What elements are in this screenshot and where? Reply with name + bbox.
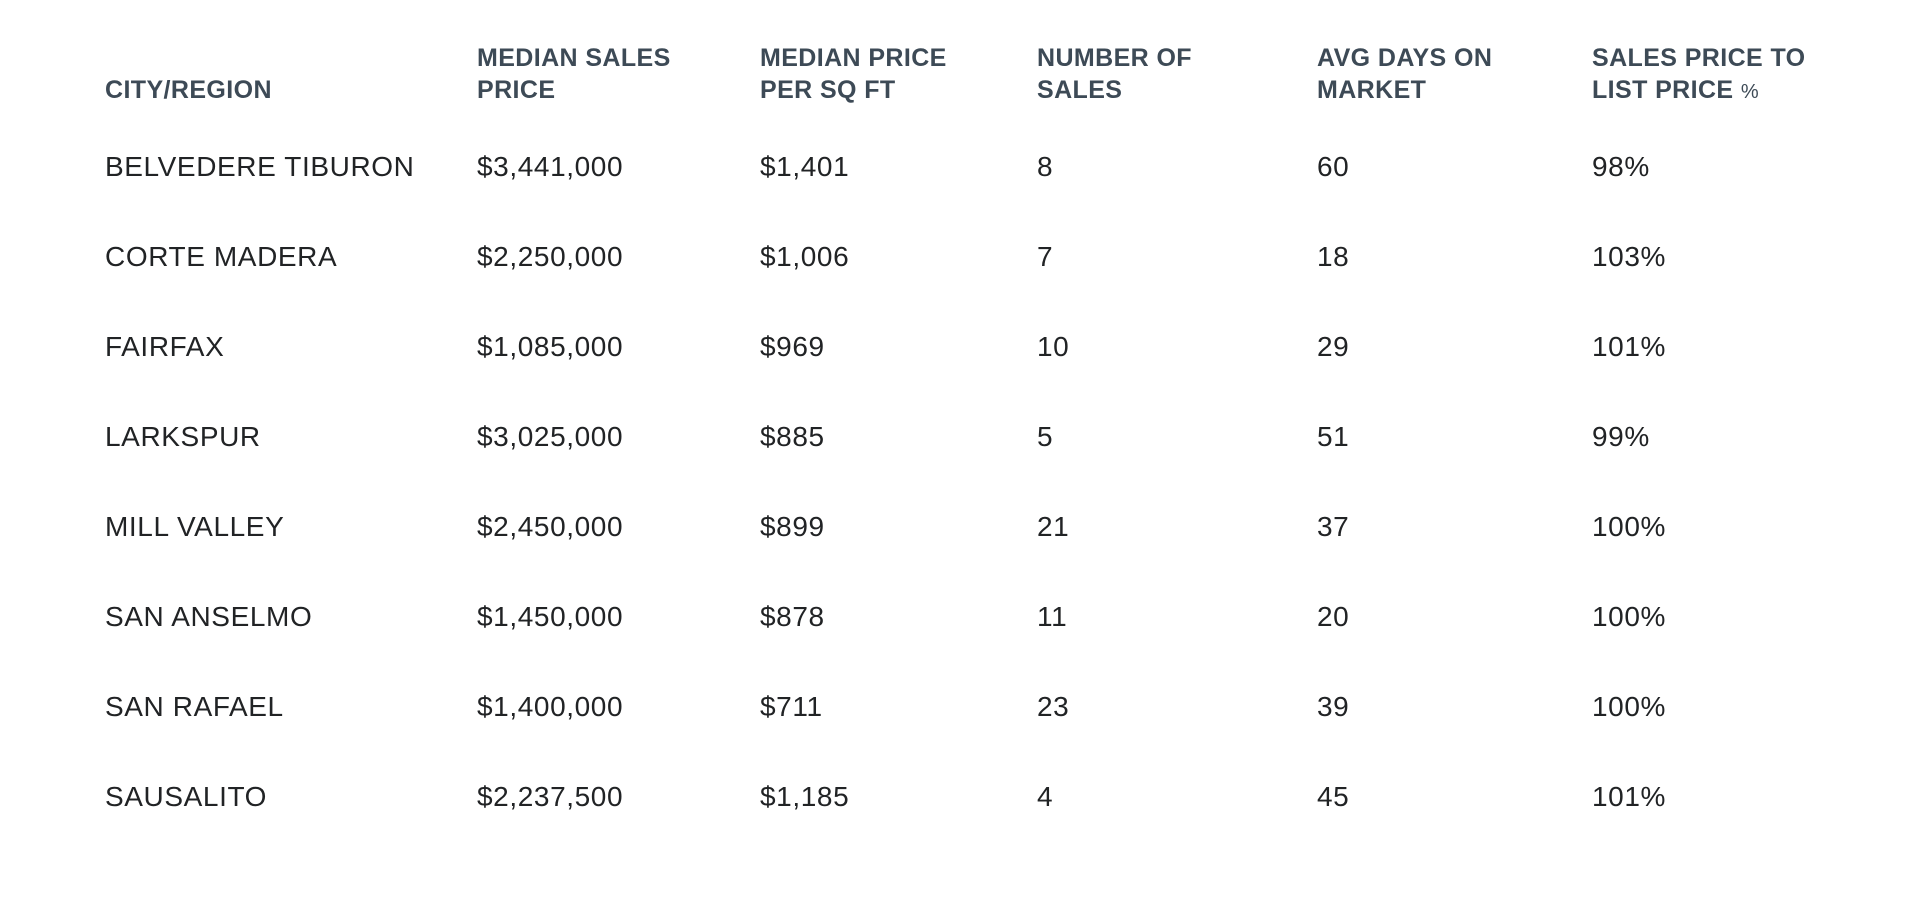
avg-days-on-market-cell: 18 — [1317, 241, 1350, 272]
column-header-median-price-per-sq-ft: MEDIAN PRICE PER SQ FT — [760, 42, 1037, 122]
median-price-per-sq-ft-cell: $711 — [760, 691, 823, 722]
median-sales-price-cell: $3,025,000 — [477, 421, 624, 452]
city-region-cell: MILL VALLEY — [105, 511, 285, 542]
sales-price-to-list-price-cell: 101% — [1592, 331, 1667, 362]
number-of-sales-cell: 23 — [1037, 691, 1070, 722]
city-region-cell: SAN RAFAEL — [105, 691, 284, 722]
median-sales-price-cell: $1,450,000 — [477, 601, 624, 632]
avg-days-on-market-cell: 39 — [1317, 691, 1350, 722]
sales-price-to-list-price-cell: 98% — [1592, 151, 1650, 182]
city-region-cell: CORTE MADERA — [105, 241, 338, 272]
median-sales-price-cell: $3,441,000 — [477, 151, 624, 182]
median-price-per-sq-ft-cell: $899 — [760, 511, 825, 542]
city-region-cell: SAN ANSELMO — [105, 601, 313, 632]
city-region-cell: SAUSALITO — [105, 781, 268, 812]
number-of-sales-cell: 11 — [1037, 601, 1068, 632]
column-header-label: MEDIAN PRICE PER SQ FT — [760, 44, 947, 104]
column-header-median-sales-price: MEDIAN SALES PRICE — [477, 42, 760, 122]
table-row: BELVEDERE TIBURON $3,441,000 $1,401 8 60 98% — [105, 122, 1830, 212]
median-sales-price-cell: $2,237,500 — [477, 781, 624, 812]
sales-price-to-list-price-cell: 99% — [1592, 421, 1650, 452]
table-row: CORTE MADERA $2,250,000 $1,006 7 18 103% — [105, 212, 1830, 302]
median-price-per-sq-ft-cell: $1,185 — [760, 781, 850, 812]
number-of-sales-cell: 4 — [1037, 781, 1054, 812]
number-of-sales-cell: 5 — [1037, 421, 1054, 452]
column-header-text: SALES PRICE TO LIST PRICE — [1592, 44, 1806, 104]
avg-days-on-market-cell: 29 — [1317, 331, 1350, 362]
avg-days-on-market-cell: 51 — [1317, 421, 1350, 452]
column-header-sales-price-to-list-price: SALES PRICE TO LIST PRICE % — [1592, 42, 1830, 122]
column-header-label: NUMBER OF SALES — [1037, 44, 1192, 104]
avg-days-on-market-cell: 37 — [1317, 511, 1350, 542]
avg-days-on-market-cell: 60 — [1317, 151, 1350, 182]
city-region-cell: LARKSPUR — [105, 421, 261, 452]
column-header-label: MEDIAN SALES PRICE — [477, 44, 671, 104]
table-row: LARKSPUR $3,025,000 $885 5 51 99% — [105, 392, 1830, 482]
column-header-number-of-sales: NUMBER OF SALES — [1037, 42, 1317, 122]
number-of-sales-cell: 7 — [1037, 241, 1054, 272]
sales-price-to-list-price-cell: 100% — [1592, 601, 1667, 632]
sales-price-to-list-price-cell: 100% — [1592, 511, 1667, 542]
median-sales-price-cell: $2,450,000 — [477, 511, 624, 542]
table-row: SAN RAFAEL $1,400,000 $711 23 39 100% — [105, 662, 1830, 752]
table-row: SAUSALITO $2,237,500 $1,185 4 45 101% — [105, 752, 1830, 842]
city-region-cell: BELVEDERE TIBURON — [105, 151, 415, 182]
number-of-sales-cell: 21 — [1037, 511, 1070, 542]
percent-suffix: % — [1740, 81, 1759, 103]
sales-price-to-list-price-cell: 101% — [1592, 781, 1667, 812]
number-of-sales-cell: 8 — [1037, 151, 1054, 182]
market-stats-table: CITY/REGION MEDIAN SALES PRICE MEDIAN PR… — [105, 42, 1830, 842]
table-row: FAIRFAX $1,085,000 $969 10 29 101% — [105, 302, 1830, 392]
table-header-row: CITY/REGION MEDIAN SALES PRICE MEDIAN PR… — [105, 42, 1830, 122]
median-sales-price-cell: $2,250,000 — [477, 241, 624, 272]
table-row: MILL VALLEY $2,450,000 $899 21 37 100% — [105, 482, 1830, 572]
median-sales-price-cell: $1,085,000 — [477, 331, 624, 362]
column-header-avg-days-on-market: AVG DAYS ON MARKET — [1317, 42, 1592, 122]
number-of-sales-cell: 10 — [1037, 331, 1070, 362]
column-header-label: AVG DAYS ON MARKET — [1317, 42, 1507, 106]
sales-price-to-list-price-cell: 100% — [1592, 691, 1667, 722]
median-price-per-sq-ft-cell: $1,006 — [760, 241, 850, 272]
column-header-city-region: CITY/REGION — [105, 42, 477, 122]
median-price-per-sq-ft-cell: $1,401 — [760, 151, 850, 182]
median-price-per-sq-ft-cell: $878 — [760, 601, 825, 632]
city-region-cell: FAIRFAX — [105, 331, 225, 362]
table-row: SAN ANSELMO $1,450,000 $878 11 20 100% — [105, 572, 1830, 662]
column-header-text: AVG DAYS ON MARKET — [1317, 44, 1493, 104]
market-stats-table-container: CITY/REGION MEDIAN SALES PRICE MEDIAN PR… — [105, 42, 1835, 842]
median-price-per-sq-ft-cell: $969 — [760, 331, 825, 362]
median-price-per-sq-ft-cell: $885 — [760, 421, 825, 452]
column-header-label: CITY/REGION — [105, 76, 272, 104]
column-header-label: SALES PRICE TO LIST PRICE % — [1592, 42, 1820, 106]
sales-price-to-list-price-cell: 103% — [1592, 241, 1667, 272]
table-body: BELVEDERE TIBURON $3,441,000 $1,401 8 60 98% C… — [105, 122, 1830, 842]
median-sales-price-cell: $1,400,000 — [477, 691, 624, 722]
avg-days-on-market-cell: 45 — [1317, 781, 1350, 812]
avg-days-on-market-cell: 20 — [1317, 601, 1350, 632]
